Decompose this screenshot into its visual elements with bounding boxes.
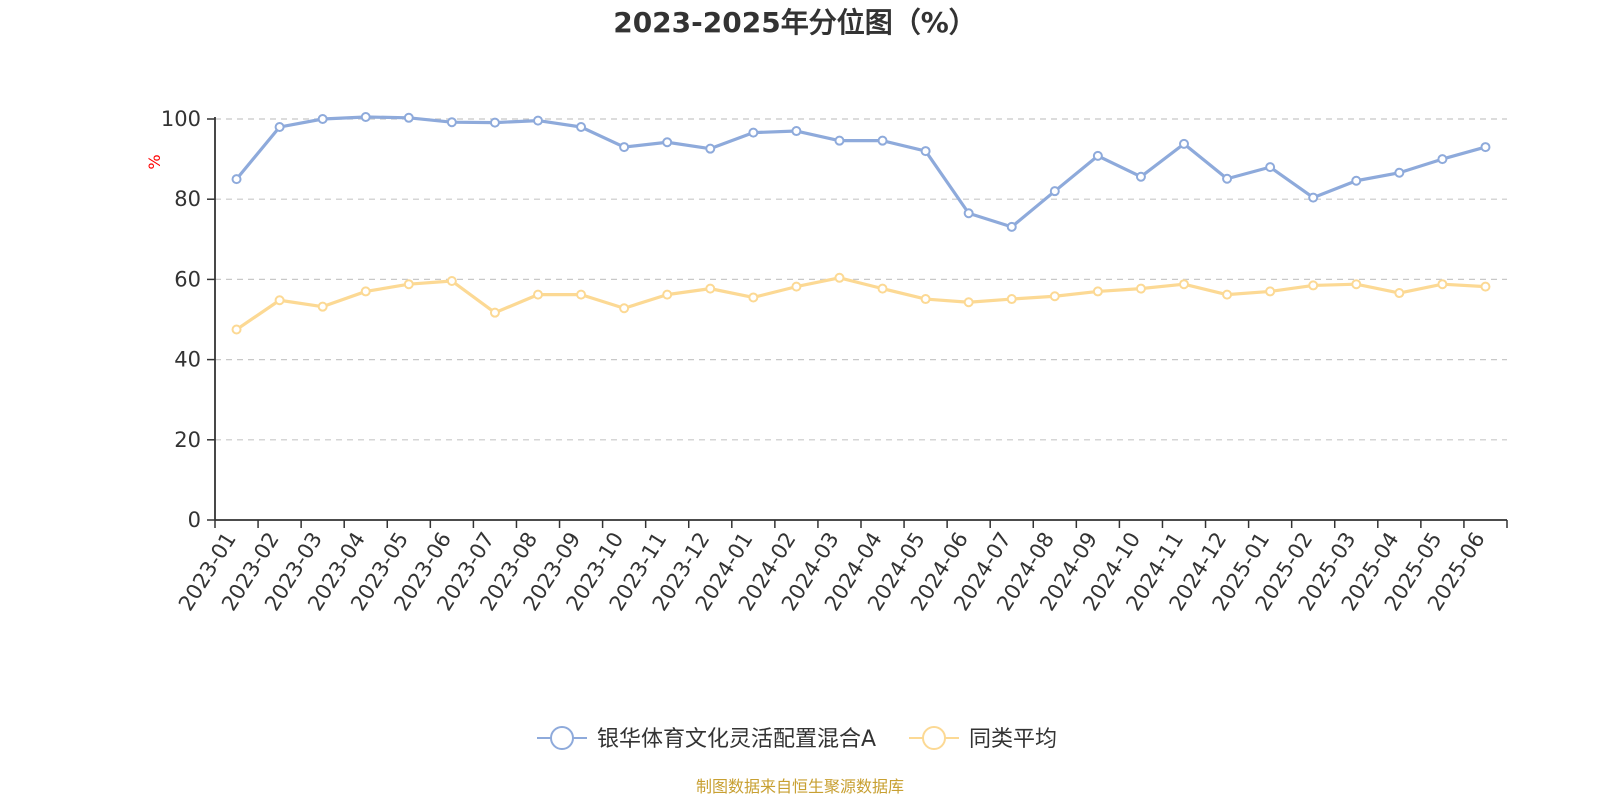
legend-marker-icon bbox=[922, 726, 946, 750]
data-point[interactable] bbox=[1179, 138, 1189, 149]
y-tick-label: 60 bbox=[174, 267, 201, 291]
data-point[interactable] bbox=[1351, 175, 1362, 186]
data-point[interactable] bbox=[1437, 154, 1448, 165]
y-axis-label: % bbox=[145, 154, 164, 169]
series-1 bbox=[231, 272, 1491, 335]
data-point[interactable] bbox=[748, 292, 759, 303]
data-point[interactable] bbox=[619, 303, 630, 314]
data-point[interactable] bbox=[920, 146, 931, 157]
legend-marker-icon bbox=[550, 726, 574, 750]
data-point[interactable] bbox=[705, 283, 716, 294]
data-point[interactable] bbox=[1308, 280, 1319, 291]
data-point[interactable] bbox=[1179, 279, 1189, 290]
data-point[interactable] bbox=[1437, 279, 1448, 290]
data-point[interactable] bbox=[619, 142, 630, 153]
data-point[interactable] bbox=[1480, 281, 1491, 292]
data-point[interactable] bbox=[1222, 173, 1233, 184]
data-point[interactable] bbox=[274, 295, 285, 306]
data-point[interactable] bbox=[403, 279, 414, 290]
data-point[interactable] bbox=[360, 286, 371, 297]
legend-item-0[interactable]: 银华体育文化灵活配置混合A bbox=[537, 726, 876, 752]
series-line bbox=[235, 276, 1486, 331]
data-point[interactable] bbox=[1092, 286, 1103, 297]
data-point[interactable] bbox=[662, 137, 673, 148]
legend-label: 银华体育文化灵活配置混合A bbox=[597, 727, 876, 752]
data-point[interactable] bbox=[877, 135, 888, 146]
legend[interactable]: 银华体育文化灵活配置混合A 同类平均 bbox=[537, 726, 1057, 752]
data-point[interactable] bbox=[533, 289, 543, 300]
data-point[interactable] bbox=[403, 112, 414, 123]
data-point[interactable] bbox=[877, 283, 888, 294]
data-point[interactable] bbox=[1351, 279, 1362, 290]
data-point[interactable] bbox=[1006, 221, 1017, 232]
data-point[interactable] bbox=[1135, 283, 1146, 294]
data-point[interactable] bbox=[576, 289, 587, 300]
data-point[interactable] bbox=[834, 272, 845, 283]
data-point[interactable] bbox=[1222, 289, 1233, 300]
data-point[interactable] bbox=[533, 115, 543, 126]
y-tick-label: 0 bbox=[188, 508, 201, 532]
data-point[interactable] bbox=[963, 208, 974, 219]
footer-source: 制图数据来自恒生聚源数据库 bbox=[696, 777, 904, 796]
data-point[interactable] bbox=[748, 127, 759, 138]
data-point[interactable] bbox=[489, 117, 500, 128]
data-point[interactable] bbox=[834, 135, 845, 146]
y-tick-label: 40 bbox=[174, 348, 201, 372]
series-layer bbox=[231, 111, 1491, 335]
data-point[interactable] bbox=[1006, 294, 1017, 305]
data-point[interactable] bbox=[446, 117, 457, 128]
legend-item-1[interactable]: 同类平均 bbox=[909, 726, 1057, 752]
series-line bbox=[235, 115, 1486, 229]
data-point[interactable] bbox=[791, 126, 802, 137]
data-point[interactable] bbox=[231, 174, 242, 185]
data-point[interactable] bbox=[1049, 186, 1060, 197]
data-point[interactable] bbox=[317, 114, 328, 124]
data-point[interactable] bbox=[317, 301, 328, 312]
data-point[interactable] bbox=[1265, 162, 1276, 173]
data-point[interactable] bbox=[489, 307, 500, 318]
data-point[interactable] bbox=[791, 281, 802, 292]
y-tick-label: 100 bbox=[161, 107, 201, 131]
data-point[interactable] bbox=[576, 122, 587, 133]
data-point[interactable] bbox=[1135, 171, 1146, 182]
data-point[interactable] bbox=[963, 297, 974, 308]
data-point[interactable] bbox=[1092, 150, 1103, 161]
data-point[interactable] bbox=[920, 294, 931, 305]
data-point[interactable] bbox=[274, 122, 285, 133]
data-point[interactable] bbox=[360, 111, 371, 122]
data-point[interactable] bbox=[705, 143, 716, 154]
axes: 0204060801002023-012023-022023-032023-04… bbox=[161, 107, 1508, 615]
chart-title: 2023-2025年分位图（%） bbox=[613, 6, 977, 39]
data-point[interactable] bbox=[1394, 167, 1405, 178]
data-point[interactable] bbox=[446, 276, 457, 287]
legend-label: 同类平均 bbox=[969, 727, 1057, 752]
series-0 bbox=[231, 111, 1491, 232]
data-point[interactable] bbox=[1480, 142, 1491, 153]
data-point[interactable] bbox=[1049, 291, 1060, 302]
y-tick-label: 80 bbox=[174, 187, 201, 211]
y-tick-label: 20 bbox=[174, 428, 201, 452]
data-point[interactable] bbox=[1394, 288, 1405, 299]
data-point[interactable] bbox=[231, 324, 242, 335]
data-point[interactable] bbox=[1308, 192, 1319, 203]
data-point[interactable] bbox=[1265, 286, 1276, 297]
data-point[interactable] bbox=[662, 289, 673, 300]
